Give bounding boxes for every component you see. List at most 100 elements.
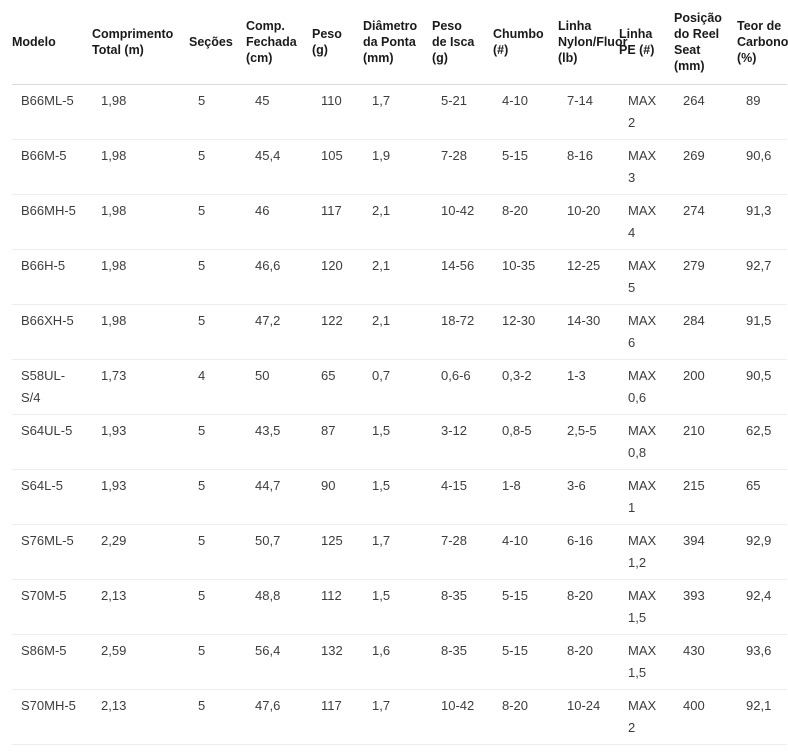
cell-posicao_reel_seat_mm: 210 [674,414,737,470]
table-header: Modelo Comprimento Total (m) Seções Comp. F… [12,0,788,85]
cell-secoes: 5 [189,414,246,470]
cell-posicao_reel_seat_mm: 400 [674,689,737,745]
cell-modelo: S70M-5 [12,579,92,635]
cell-linha_pe: MAX 1 [619,469,674,525]
cell-diametro_da_ponta_mm: 1,9 [363,139,432,195]
column-header-posicao_reel_seat_mm: Posição do Reel Seat (mm) [674,0,737,85]
cell-linha_nylon_fluor_lb: 12-25 [558,249,619,305]
cell-linha_pe: MAX 3 [619,139,674,195]
cell-comp_fechada_cm: 50,7 [246,524,312,580]
cell-peso_g: 117 [312,689,363,745]
cell-teor_carbono_pct: 92,7 [737,249,787,305]
cell-secoes: 5 [189,634,246,690]
cell-linha_nylon_fluor_lb: 2,5-5 [558,414,619,470]
cell-peso_g: 105 [312,139,363,195]
cell-diametro_da_ponta_mm: 2,1 [363,249,432,305]
table-body: B66ML-5 1,98 5 45 110 1,7 5-21 4-10 7-14 MAX 2 264… [12,84,787,745]
cell-diametro_da_ponta_mm: 2,1 [363,194,432,250]
cell-comp_fechada_cm: 56,4 [246,634,312,690]
cell-teor_carbono_pct: 91,3 [737,194,787,250]
column-header-peso_de_isca_g: Peso de Isca (g) [432,0,493,85]
cell-comp_fechada_cm: 46 [246,194,312,250]
cell-diametro_da_ponta_mm: 1,7 [363,84,432,140]
cell-peso_g: 110 [312,84,363,140]
table-row: B66H-5 1,98 5 46,6 120 2,1 14-56 10-35 12-25 MAX … [12,249,787,305]
cell-secoes: 5 [189,84,246,140]
cell-comp_fechada_cm: 45 [246,84,312,140]
table-row: S64UL-5 1,93 5 43,5 87 1,5 3-12 0,8-5 2,5-5 MAX 0… [12,414,787,470]
cell-secoes: 5 [189,194,246,250]
cell-modelo: S86M-5 [12,634,92,690]
cell-comprimento_total_m: 1,98 [92,304,189,360]
cell-diametro_da_ponta_mm: 1,5 [363,469,432,525]
cell-secoes: 5 [189,249,246,305]
cell-linha_pe: MAX 2 [619,689,674,745]
cell-modelo: S58UL-S/4 [12,359,92,415]
cell-linha_pe: MAX 6 [619,304,674,360]
cell-comp_fechada_cm: 47,2 [246,304,312,360]
cell-peso_g: 120 [312,249,363,305]
cell-comprimento_total_m: 2,59 [92,634,189,690]
column-header-teor_carbono_pct: Teor de Carbono (%) [737,0,788,85]
cell-secoes: 5 [189,524,246,580]
column-header-diametro_da_ponta_mm: Diâmetro da Ponta (mm) [363,0,432,85]
cell-peso_de_isca_g: 4-15 [432,469,493,525]
cell-modelo: S64UL-5 [12,414,92,470]
cell-comprimento_total_m: 1,93 [92,414,189,470]
column-header-peso_g: Peso (g) [312,0,363,85]
cell-modelo: B66H-5 [12,249,92,305]
cell-chumbo: 4-10 [493,84,558,140]
cell-linha_nylon_fluor_lb: 6-16 [558,524,619,580]
cell-linha_pe: MAX 0,6 [619,359,674,415]
cell-modelo: S76ML-5 [12,524,92,580]
cell-comprimento_total_m: 2,29 [92,524,189,580]
cell-linha_nylon_fluor_lb: 8-16 [558,139,619,195]
cell-diametro_da_ponta_mm: 1,7 [363,524,432,580]
cell-comp_fechada_cm: 48,8 [246,579,312,635]
cell-diametro_da_ponta_mm: 0,7 [363,359,432,415]
cell-peso_g: 117 [312,194,363,250]
table-row: S70MH-5 2,13 5 47,6 117 1,7 10-42 8-20 10-24 MAX … [12,689,787,745]
cell-linha_nylon_fluor_lb: 3-6 [558,469,619,525]
cell-linha_pe: MAX 2 [619,84,674,140]
table-row: B66M-5 1,98 5 45,4 105 1,9 7-28 5-15 8-16 MAX 3 26… [12,139,787,195]
cell-comprimento_total_m: 1,98 [92,139,189,195]
cell-teor_carbono_pct: 92,1 [737,689,787,745]
cell-peso_g: 90 [312,469,363,525]
cell-posicao_reel_seat_mm: 264 [674,84,737,140]
cell-linha_nylon_fluor_lb: 10-24 [558,689,619,745]
cell-comp_fechada_cm: 45,4 [246,139,312,195]
cell-peso_g: 132 [312,634,363,690]
cell-teor_carbono_pct: 90,6 [737,139,787,195]
cell-linha_pe: MAX 5 [619,249,674,305]
cell-comprimento_total_m: 1,98 [92,194,189,250]
cell-peso_g: 125 [312,524,363,580]
cell-chumbo: 8-20 [493,194,558,250]
cell-peso_de_isca_g: 8-35 [432,579,493,635]
cell-chumbo: 0,8-5 [493,414,558,470]
cell-teor_carbono_pct: 92,4 [737,579,787,635]
table-row: B66ML-5 1,98 5 45 110 1,7 5-21 4-10 7-14 MAX 2 264… [12,84,787,140]
table-row: B66XH-5 1,98 5 47,2 122 2,1 18-72 12-30 14-30 MAX… [12,304,787,360]
cell-comp_fechada_cm: 46,6 [246,249,312,305]
cell-peso_de_isca_g: 8-35 [432,634,493,690]
cell-teor_carbono_pct: 90,5 [737,359,787,415]
cell-peso_g: 87 [312,414,363,470]
cell-peso_de_isca_g: 5-21 [432,84,493,140]
cell-teor_carbono_pct: 89 [737,84,787,140]
column-header-linha_nylon_fluor_lb: Linha Nylon/Fluor (lb) [558,0,627,85]
cell-linha_nylon_fluor_lb: 8-20 [558,634,619,690]
table-row: S76ML-5 2,29 5 50,7 125 1,7 7-28 4-10 6-16 MAX 1,… [12,524,787,580]
cell-posicao_reel_seat_mm: 269 [674,139,737,195]
cell-posicao_reel_seat_mm: 284 [674,304,737,360]
cell-peso_de_isca_g: 10-42 [432,689,493,745]
cell-linha_nylon_fluor_lb: 1-3 [558,359,619,415]
cell-diametro_da_ponta_mm: 1,7 [363,689,432,745]
cell-posicao_reel_seat_mm: 394 [674,524,737,580]
cell-linha_nylon_fluor_lb: 8-20 [558,579,619,635]
cell-chumbo: 1-8 [493,469,558,525]
table-row: S86M-5 2,59 5 56,4 132 1,6 8-35 5-15 8-20 MAX 1,5… [12,634,787,690]
cell-peso_de_isca_g: 14-56 [432,249,493,305]
cell-chumbo: 10-35 [493,249,558,305]
